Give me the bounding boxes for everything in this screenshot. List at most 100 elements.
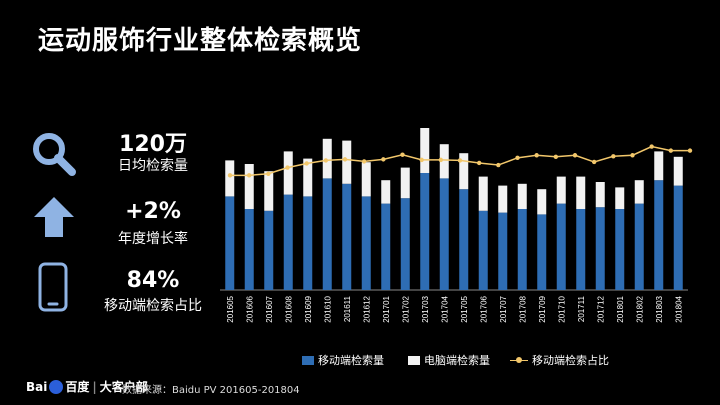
bar-pc-201706 xyxy=(478,176,488,211)
bar-mobile-201608 xyxy=(283,194,293,290)
ratio-point-19 xyxy=(591,159,597,165)
ratio-point-1 xyxy=(246,173,252,178)
bar-mobile-201802 xyxy=(634,203,644,290)
ratio-point-9 xyxy=(400,152,405,157)
brand-suffix: 大客户部 xyxy=(99,380,148,394)
bar-mobile-201702 xyxy=(400,198,410,290)
ratio-point-15 xyxy=(515,155,520,161)
bar-pc-201704 xyxy=(439,144,449,179)
bar-pc-201702 xyxy=(400,167,410,199)
page-title: 运动服饰行业整体检索概览 xyxy=(38,26,363,56)
bar-pc-201802 xyxy=(634,180,644,204)
bar-mobile-201709 xyxy=(537,214,547,290)
bar-pc-201612 xyxy=(361,162,371,197)
ratio-point-11 xyxy=(438,157,444,163)
search-volume-chart: 201605 201606 201607 201608 201609 201610 2016… xyxy=(220,128,693,323)
x-tick-label: 201711 xyxy=(577,295,586,322)
bar-pc-201801 xyxy=(615,187,625,209)
legend-mobile-volume: 移动端检索量 xyxy=(302,352,384,368)
ratio-point-21 xyxy=(630,153,635,158)
bar-pc-201610 xyxy=(322,138,332,179)
bar-mobile-201701 xyxy=(381,203,391,290)
ratio-point-14 xyxy=(496,162,501,168)
ratio-point-17 xyxy=(553,154,559,159)
bar-mobile-201605 xyxy=(225,196,235,290)
bar-pc-201708 xyxy=(517,183,527,209)
bar-mobile-201801 xyxy=(615,209,625,290)
legend-label-mobile: 移动端检索量 xyxy=(318,354,384,367)
stat-growth-label: 年度增长率 xyxy=(118,231,188,247)
x-tick-label: 201605 xyxy=(226,295,235,322)
bar-pc-201605 xyxy=(225,160,235,197)
data-source: 数据来源：Baidu PV 201605-201804 xyxy=(122,385,300,396)
bar-pc-201608 xyxy=(283,151,293,195)
bar-mobile-201606 xyxy=(244,209,254,290)
legend-label-pc: 电脑端检索量 xyxy=(424,354,490,367)
x-tick-label: 201701 xyxy=(382,295,391,322)
bar-mobile-201610 xyxy=(322,178,332,290)
x-tick-label: 201608 xyxy=(284,295,293,322)
x-tick-label: 201709 xyxy=(538,295,547,322)
legend-pc-volume: 电脑端检索量 xyxy=(408,352,490,368)
x-tick-label: 201609 xyxy=(304,295,313,322)
bar-mobile-201607 xyxy=(264,210,274,290)
brand-prefix: Bai xyxy=(26,379,48,394)
smartphone-icon xyxy=(38,262,68,312)
bar-mobile-201710 xyxy=(556,203,566,290)
bar-pc-201606 xyxy=(244,164,254,209)
bar-mobile-201708 xyxy=(517,209,527,290)
bar-pc-201707 xyxy=(498,185,508,213)
x-tick-label: 201706 xyxy=(479,295,488,322)
x-tick-label: 201710 xyxy=(557,295,566,322)
bar-mobile-201611 xyxy=(342,183,352,290)
bar-mobile-201609 xyxy=(303,196,313,290)
bar-mobile-201712 xyxy=(595,207,605,290)
search-icon xyxy=(33,133,76,176)
bar-mobile-201705 xyxy=(459,189,469,290)
bar-mobile-201803 xyxy=(654,180,664,290)
legend-label-ratio: 移动端检索占比 xyxy=(532,354,609,367)
bar-mobile-201711 xyxy=(576,209,586,290)
arrow-up-icon xyxy=(34,197,74,237)
bar-mobile-201612 xyxy=(361,196,371,290)
legend-swatch-mobile xyxy=(302,355,314,365)
x-tick-label: 201610 xyxy=(323,295,332,322)
bar-pc-201710 xyxy=(556,176,566,204)
bar-pc-201611 xyxy=(342,140,352,184)
ratio-point-6 xyxy=(342,157,348,162)
bar-mobile-201706 xyxy=(478,210,488,290)
stat-daily-search-value: 120万 xyxy=(119,132,187,157)
ratio-point-8 xyxy=(381,157,386,162)
legend-swatch-pc xyxy=(408,355,420,365)
stat-growth-value: +2% xyxy=(125,199,181,224)
x-tick-label: 201802 xyxy=(635,295,644,322)
legend-swatch-ratio xyxy=(510,356,528,365)
ratio-point-12 xyxy=(457,158,463,163)
ratio-point-18 xyxy=(572,153,578,158)
stat-mobile-share-value: 84% xyxy=(126,268,180,293)
ratio-point-13 xyxy=(476,160,482,166)
x-tick-label: 201801 xyxy=(616,295,625,322)
x-tick-label: 201704 xyxy=(440,295,449,322)
x-tick-label: 201702 xyxy=(401,295,410,322)
x-tick-label: 201712 xyxy=(596,295,605,322)
bar-pc-201703 xyxy=(420,128,430,173)
x-tick-label: 201707 xyxy=(499,295,508,322)
ratio-point-4 xyxy=(304,161,309,166)
bar-pc-201803 xyxy=(654,151,664,181)
bar-pc-201607 xyxy=(264,171,274,211)
x-tick-label: 201612 xyxy=(362,295,371,322)
bar-pc-201701 xyxy=(381,180,391,204)
x-tick-label: 201611 xyxy=(343,295,352,322)
ratio-point-24 xyxy=(687,148,693,153)
stat-daily-search-label: 日均检索量 xyxy=(118,158,188,174)
bar-pc-201609 xyxy=(303,158,313,197)
x-tick-label: 201803 xyxy=(655,295,664,322)
ratio-point-22 xyxy=(649,144,654,149)
ratio-point-5 xyxy=(323,158,329,163)
ratio-point-16 xyxy=(534,153,539,158)
ratio-point-23 xyxy=(668,148,674,153)
bar-mobile-201704 xyxy=(439,178,449,290)
x-tick-label: 201703 xyxy=(421,295,430,322)
stat-mobile-share-label: 移动端检索占比 xyxy=(104,298,202,314)
